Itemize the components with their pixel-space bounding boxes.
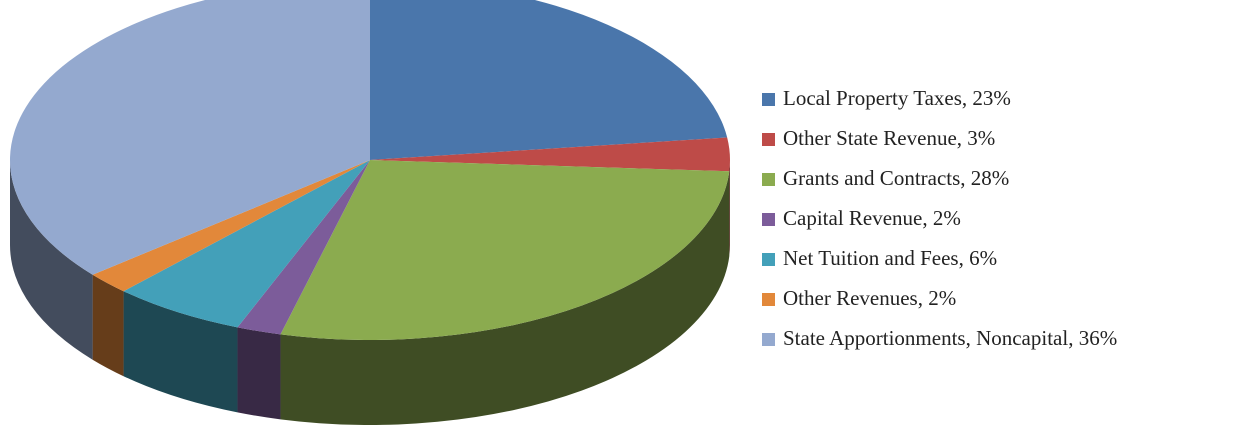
pie-slice (370, 0, 728, 160)
legend-swatch (762, 253, 775, 266)
pie-slice (370, 137, 730, 172)
pie-slice (10, 0, 370, 275)
pie-side (10, 160, 93, 360)
legend-swatch (762, 173, 775, 186)
pie-side (237, 327, 281, 420)
legend-swatch (762, 333, 775, 346)
pie-side (92, 274, 124, 377)
pie-slice (280, 160, 730, 340)
pie-side (280, 171, 730, 425)
pie-side (123, 291, 238, 413)
legend-label: Other Revenues, 2% (783, 286, 956, 310)
legend-label: Grants and Contracts, 28% (783, 166, 1009, 190)
pie-slice (92, 160, 370, 292)
pie-slice (123, 160, 370, 328)
legend-label: Local Property Taxes, 23% (783, 86, 1011, 110)
legend-label: Other State Revenue, 3% (783, 126, 995, 150)
legend-swatch (762, 213, 775, 226)
pie-side (729, 160, 730, 257)
legend-label: Capital Revenue, 2% (783, 206, 961, 230)
legend-label: Net Tuition and Fees, 6% (783, 246, 997, 270)
legend-label: State Apportionments, Noncapital, 36% (783, 326, 1117, 350)
legend-swatch (762, 293, 775, 306)
pie-slice (237, 160, 370, 335)
legend-swatch (762, 93, 775, 106)
legend-swatch (762, 133, 775, 146)
